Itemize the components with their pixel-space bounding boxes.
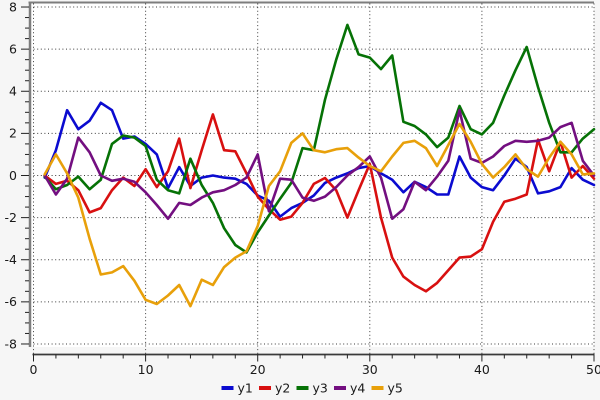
- legend: y1 y2 y3 y4 y5: [221, 381, 403, 396]
- series-line-y3: [43, 23, 596, 254]
- legend-item-y3: y3: [296, 381, 328, 396]
- legend-label-y3: y3: [313, 381, 328, 396]
- y-tick-label--4: -4: [5, 252, 18, 267]
- x-tick-label-40: 40: [474, 362, 490, 377]
- x-tick-label-20: 20: [250, 362, 266, 377]
- y-tick-label-2: 2: [9, 126, 17, 141]
- series-line-y4: [43, 108, 596, 220]
- legend-label-y2: y2: [275, 381, 290, 396]
- y-tick-label--6: -6: [5, 294, 18, 309]
- legend-label-y4: y4: [350, 381, 365, 396]
- y-tick-label--2: -2: [5, 210, 17, 225]
- y-tick-label-4: 4: [9, 84, 17, 99]
- y-tick-label-6: 6: [9, 41, 17, 56]
- x-tick-label-50: 50: [586, 362, 600, 377]
- x-tick-label-10: 10: [138, 362, 154, 377]
- legend-item-y1: y1: [221, 381, 253, 396]
- plot-area: [30, 2, 594, 347]
- y-tick-label-8: 8: [9, 0, 17, 14]
- legend-label-y1: y1: [238, 381, 253, 396]
- y-tick-label--8: -8: [5, 336, 18, 351]
- x-tick-label-30: 30: [362, 362, 378, 377]
- series-line-y5: [43, 122, 596, 308]
- legend-item-y2: y2: [259, 381, 290, 396]
- legend-label-y5: y5: [388, 381, 403, 396]
- y-tick-label-0: 0: [9, 168, 17, 183]
- x-tick-label-0: 0: [30, 362, 38, 377]
- legend-item-y5: y5: [371, 381, 403, 396]
- legend-item-y4: y4: [334, 381, 365, 396]
